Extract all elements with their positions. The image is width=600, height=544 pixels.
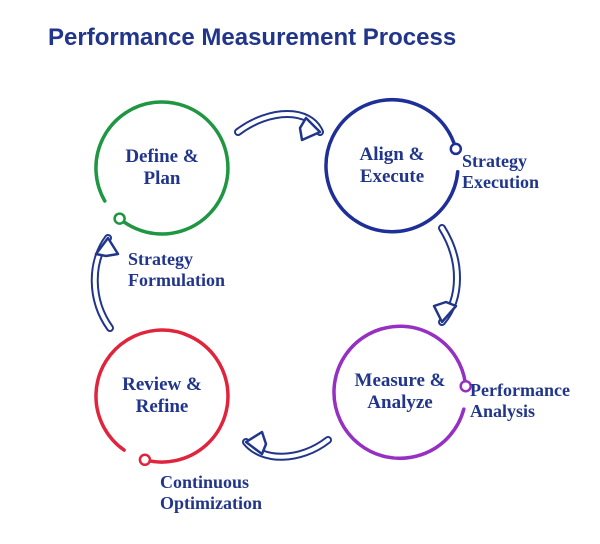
connector-align-to-measure: [434, 228, 457, 322]
node-label-line: Plan: [102, 168, 222, 190]
annotation-line: Continuous: [160, 472, 262, 493]
connector-define-to-align: [238, 114, 320, 140]
annotation-line: Strategy: [462, 151, 539, 172]
connector-measure-to-review: [246, 432, 328, 457]
annotation-line: Performance: [470, 380, 570, 401]
node-label-align: Align &Execute: [332, 144, 452, 188]
node-label-line: Execute: [332, 166, 452, 188]
node-label-line: Define &: [102, 146, 222, 168]
node-label-line: Review &: [102, 374, 222, 396]
annotation-define: StrategyFormulation: [128, 249, 225, 290]
node-label-measure: Measure &Analyze: [340, 370, 460, 414]
annotation-measure: PerformanceAnalysis: [470, 380, 570, 421]
annotation-review: ContinuousOptimization: [160, 472, 262, 513]
connector-review-to-define: [95, 238, 118, 328]
annotation-line: Execution: [462, 172, 539, 193]
node-marker-align: [451, 144, 461, 154]
node-label-line: Refine: [102, 396, 222, 418]
node-label-line: Analyze: [340, 392, 460, 414]
annotation-line: Formulation: [128, 270, 225, 291]
node-label-define: Define &Plan: [102, 146, 222, 190]
diagram-canvas: Performance Measurement Process Define &…: [0, 0, 600, 544]
node-label-line: Measure &: [340, 370, 460, 392]
annotation-line: Analysis: [470, 401, 570, 422]
cycle-diagram-svg: [0, 0, 600, 544]
node-marker-define: [115, 214, 125, 224]
node-label-review: Review &Refine: [102, 374, 222, 418]
annotation-align: StrategyExecution: [462, 151, 539, 192]
annotation-line: Strategy: [128, 249, 225, 270]
annotation-line: Optimization: [160, 493, 262, 514]
node-label-line: Align &: [332, 144, 452, 166]
node-marker-review: [140, 455, 150, 465]
